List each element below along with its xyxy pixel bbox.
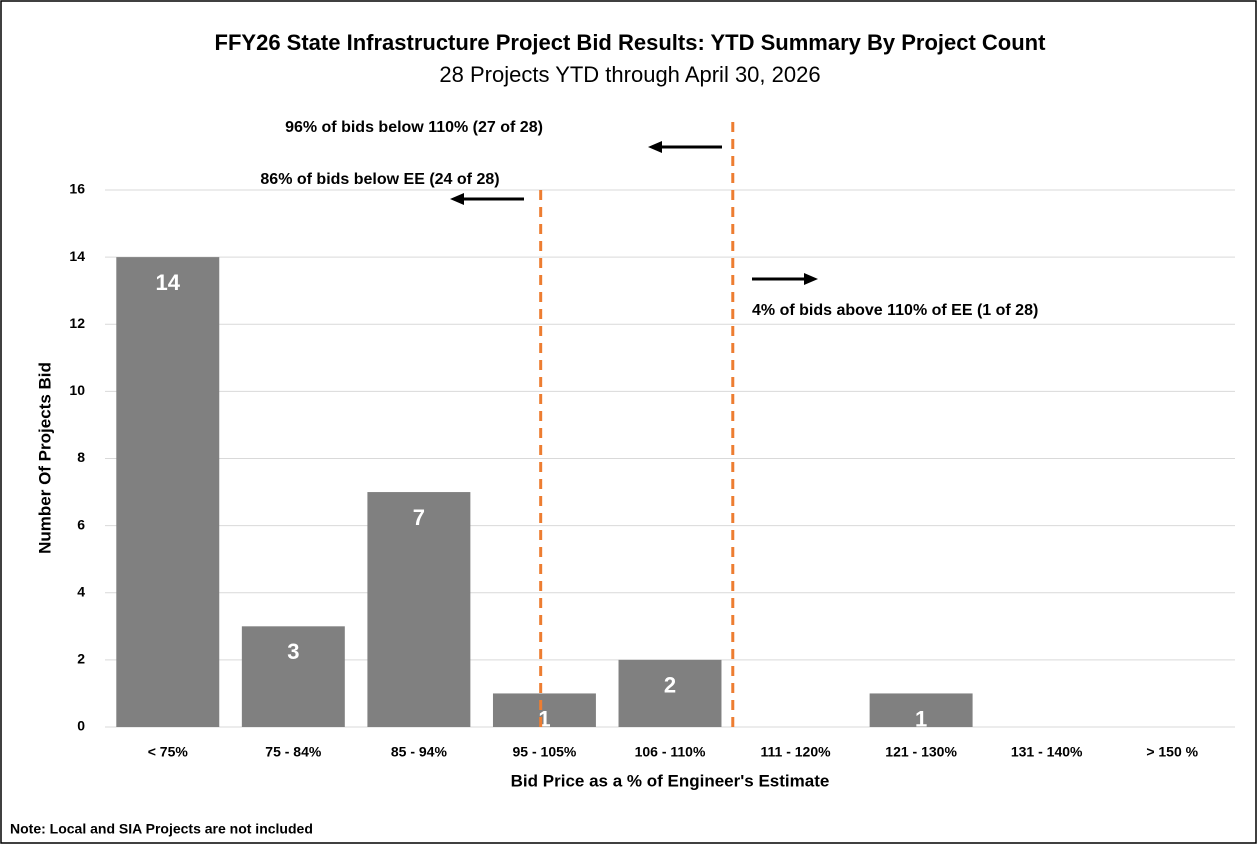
- bar: [618, 659, 722, 727]
- y-tick-label: 6: [77, 516, 85, 532]
- bar: [241, 626, 345, 727]
- bar: [116, 257, 220, 727]
- y-tick-label: 10: [69, 382, 85, 398]
- data-label: 1: [915, 706, 927, 731]
- y-tick-label: 16: [69, 181, 85, 197]
- bar: [367, 492, 471, 727]
- x-tick-label: 75 - 84%: [265, 744, 322, 760]
- annotation: 96% of bids below 110% (27 of 28): [285, 119, 543, 136]
- y-tick-label: 2: [77, 651, 85, 667]
- data-label: 14: [156, 270, 181, 295]
- x-tick-label: 131 - 140%: [1011, 744, 1083, 760]
- x-tick-label: > 150 %: [1146, 744, 1198, 760]
- chart-title: FFY26 State Infrastructure Project Bid R…: [215, 30, 1047, 55]
- bar: [492, 693, 596, 727]
- y-tick-label: 0: [77, 718, 85, 734]
- arrow-head: [804, 273, 818, 285]
- x-tick-label: 106 - 110%: [635, 744, 706, 760]
- x-tick-label: 95 - 105%: [513, 744, 577, 760]
- y-tick-label: 8: [77, 449, 85, 465]
- x-tick-label: < 75%: [148, 744, 189, 760]
- annotation: 4% of bids above 110% of EE (1 of 28): [752, 302, 1038, 319]
- x-tick-label: 111 - 120%: [761, 744, 832, 760]
- arrow-head: [450, 193, 464, 205]
- y-tick-label: 12: [69, 315, 85, 331]
- arrow-head: [648, 141, 662, 153]
- y-tick-label: 4: [77, 583, 85, 599]
- arrows: [450, 141, 818, 285]
- data-label: 2: [664, 673, 676, 698]
- x-tick-label: 121 - 130%: [885, 744, 957, 760]
- data-label: 7: [413, 505, 425, 530]
- chart-subtitle: 28 Projects YTD through April 30, 2026: [439, 62, 820, 87]
- note: Note: Local and SIA Projects are not inc…: [10, 821, 313, 837]
- y-axis-title: Number Of Projects Bid: [35, 362, 54, 554]
- data-label: 3: [287, 639, 299, 664]
- annotation: 86% of bids below EE (24 of 28): [260, 171, 499, 188]
- x-tick-label: 85 - 94%: [391, 744, 448, 760]
- bar: [869, 693, 973, 727]
- x-axis-title: Bid Price as a % of Engineer's Estimate: [511, 771, 830, 790]
- y-tick-label: 14: [69, 248, 85, 264]
